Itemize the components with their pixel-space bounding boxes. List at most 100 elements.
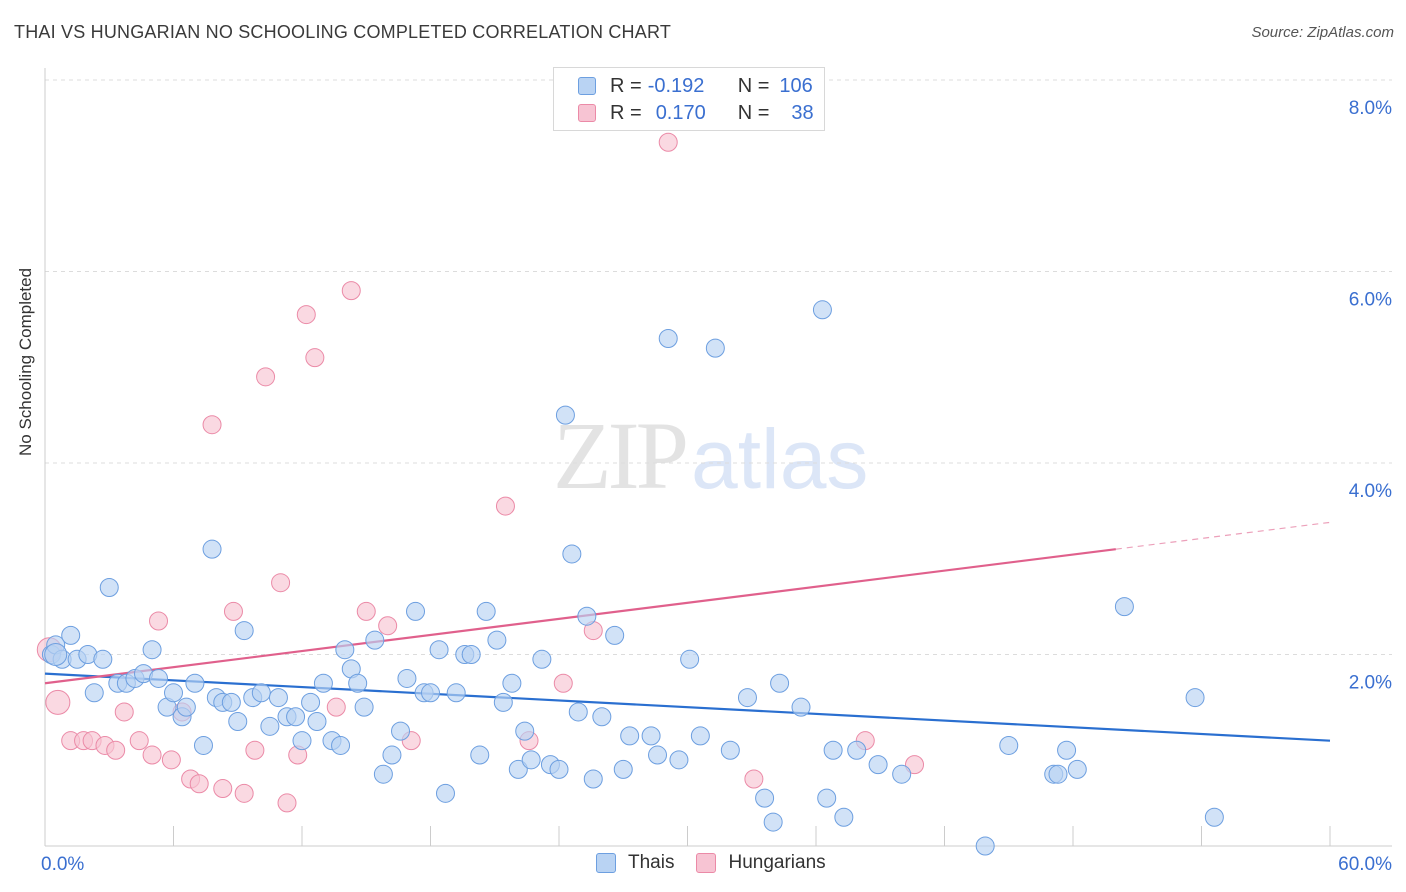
thais-label: Thais (628, 852, 675, 873)
thais-point (301, 692, 321, 712)
thais-point (335, 640, 355, 660)
thais-point (260, 716, 280, 736)
thais-point (421, 683, 440, 703)
hungarians-point (553, 673, 573, 693)
thais-point (435, 783, 455, 803)
thais-point (1114, 597, 1134, 617)
tick-labels: 2.0% 4.0% 6.0% 8.0% 0.0% 60.0% (41, 98, 1392, 875)
thais-point (1185, 688, 1205, 708)
thais-point (228, 712, 248, 732)
thais-point (164, 683, 183, 703)
thais-point (176, 697, 196, 717)
hungarians-point (271, 573, 291, 593)
hungarians-trend-extension (1115, 521, 1331, 550)
thais-point (508, 759, 528, 779)
thais-point (755, 788, 775, 808)
watermark-zip: ZIP (553, 402, 689, 509)
thais-point (202, 539, 222, 559)
hungarians-point (341, 281, 361, 301)
thais-point (406, 601, 426, 621)
hungarians-point (223, 601, 243, 621)
hungarians-point (202, 415, 222, 435)
thais-point (382, 745, 402, 765)
thais-point (84, 683, 104, 703)
thais-point (354, 697, 374, 717)
thais-point (493, 692, 513, 712)
hungarians-point (149, 611, 169, 631)
thais-point (93, 649, 113, 669)
thais-point (476, 601, 496, 621)
thais-point (470, 745, 490, 765)
hungarians-point (378, 616, 398, 636)
hungarians-point (234, 783, 254, 803)
watermark: ZIPatlas (553, 400, 868, 511)
watermark-atlas: atlas (691, 412, 869, 506)
thais-point (770, 673, 790, 693)
thais-point (613, 759, 633, 779)
hungarians-point (161, 750, 181, 770)
hungarians-point (45, 689, 71, 715)
thais-points (41, 300, 1224, 856)
x-tick-label: 0.0% (41, 854, 84, 875)
thais-point (391, 721, 411, 741)
thais-point (373, 764, 393, 784)
thais-swatch (596, 853, 616, 873)
thais-point (999, 735, 1019, 755)
thais-point (251, 683, 271, 703)
thais-point (812, 300, 832, 320)
thais-point (515, 721, 535, 741)
thais-point (823, 740, 843, 760)
hungarians-point (106, 740, 126, 760)
hungarians-point (256, 367, 276, 387)
y-tick-label: 6.0% (1349, 290, 1392, 311)
thais-point (502, 673, 522, 693)
thais-point (583, 769, 603, 789)
thais-point (149, 668, 169, 688)
thais-point (142, 640, 162, 660)
thais-point (268, 688, 288, 708)
hungarians-point (296, 305, 316, 325)
thais-point (834, 807, 854, 827)
y-tick-label: 4.0% (1349, 481, 1392, 502)
thais-point (1067, 759, 1087, 779)
hungarians-point (305, 348, 325, 368)
thais-point (292, 731, 312, 751)
thais-point (568, 702, 588, 722)
hungarians-point (213, 779, 233, 799)
thais-point (592, 707, 612, 727)
hungarians-point (277, 793, 297, 813)
x-tick-label: 60.0% (1338, 854, 1392, 875)
thais-point (562, 544, 582, 564)
legend-n-value: 106 (779, 74, 813, 97)
thais-point (313, 673, 333, 693)
thais-point (44, 643, 68, 666)
thais-point (680, 649, 700, 669)
thais-point (705, 338, 725, 358)
thais-point (737, 688, 757, 708)
thais-point (193, 735, 213, 755)
thais-point (620, 726, 640, 746)
thais-point (185, 673, 205, 693)
legend-r-value: -0.192 (647, 74, 705, 97)
hungarians-label: Hungarians (728, 852, 826, 873)
thais-point (99, 577, 119, 597)
source-label: Source: ZipAtlas.com (1251, 24, 1394, 41)
hungarians-point (114, 702, 134, 722)
thais-point (975, 836, 995, 856)
thais-point (763, 812, 783, 832)
y-tick-label: 2.0% (1349, 673, 1392, 694)
thais-point (61, 625, 81, 645)
thais-point (720, 740, 740, 760)
thais-point (605, 625, 625, 645)
legend-r-label: R = (610, 74, 642, 97)
legend-item-thais[interactable]: Thais (596, 852, 674, 874)
thais-point (521, 750, 541, 770)
gridlines (45, 79, 1392, 655)
legend-n-label: N = (737, 74, 770, 97)
thais-point (532, 649, 552, 669)
legend-row-thais: R = -0.192 N = 106 (578, 74, 813, 98)
thais-point (791, 697, 811, 717)
thais-point (365, 630, 385, 650)
legend-item-hungarians[interactable]: Hungarians (696, 852, 826, 874)
